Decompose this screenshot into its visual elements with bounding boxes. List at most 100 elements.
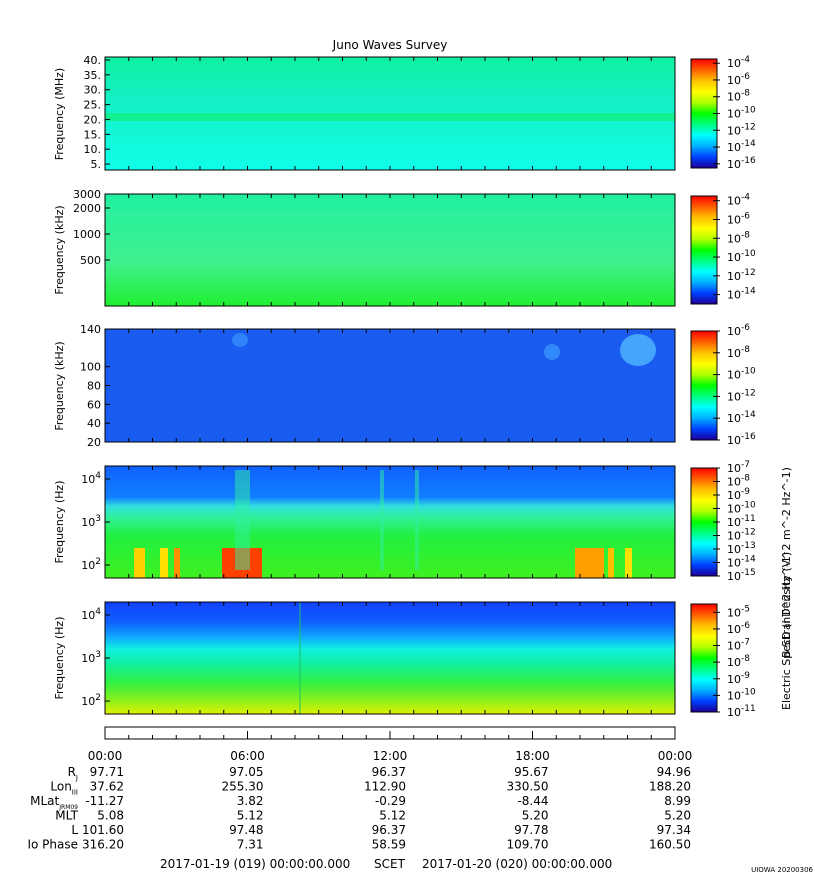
colorbar xyxy=(690,58,718,169)
ephemeris-value: 5.20 xyxy=(664,809,691,823)
ephemeris-value: -0.29 xyxy=(375,794,406,808)
colorbar-tick-label: 10-15 xyxy=(727,568,756,583)
footer-stamp: UIOWA 20200306 xyxy=(751,866,813,874)
ephemeris-value: 5.08 xyxy=(97,809,124,823)
time-tick-label: 06:00 xyxy=(230,749,265,763)
y-axis-label: Frequency (kHz) xyxy=(53,341,66,430)
y-tick-label: 100 xyxy=(80,361,101,374)
time-tick-label: 12:00 xyxy=(373,749,408,763)
label-mlat: MLatJRM09 xyxy=(30,794,78,811)
spectrogram-panel-5: 102 103 104 Frequency (Hz) 10-5 10-6 10-710-8 1… xyxy=(53,552,793,719)
colorbar-tick-label: 10-12 xyxy=(727,388,756,403)
spectrogram-image xyxy=(105,329,675,442)
y-tick-label: 103 xyxy=(81,650,101,665)
ephemeris-value: 8.99 xyxy=(664,794,691,808)
y-tick-label: 40 xyxy=(87,417,101,430)
ephemeris-value: 5.12 xyxy=(237,809,264,823)
emission-patch xyxy=(232,333,248,347)
ephemeris-value: 330.50 xyxy=(507,780,549,794)
burst-6 xyxy=(608,548,614,578)
colorbar-tick-label: 10-10 xyxy=(727,249,756,264)
emission-patch xyxy=(544,344,560,360)
y-tick-label: 102 xyxy=(81,693,101,708)
colorbar-tick-label: 10-4 xyxy=(727,55,750,70)
y-tick-label: 3000 xyxy=(73,188,101,201)
time-tick-label: 18:00 xyxy=(515,749,550,763)
ephemeris-value: 97.48 xyxy=(229,823,263,837)
colorbar-tick-label: 10-6 xyxy=(727,72,750,87)
time-tick-label: 00:00 xyxy=(88,749,123,763)
colorbar-tick-label: 10-10 xyxy=(727,367,756,382)
ephemeris-value: 97.34 xyxy=(657,823,691,837)
ephemeris-value: 5.20 xyxy=(522,809,549,823)
ephemeris-value: -11.27 xyxy=(85,794,124,808)
colorbar xyxy=(690,603,718,713)
colorbar xyxy=(690,330,718,441)
y-tick-label: 2000 xyxy=(73,202,101,215)
colorbar-tick-label: 10-14 xyxy=(727,555,756,570)
colorbar xyxy=(690,467,718,577)
ephemeris-value: 188.20 xyxy=(649,780,691,794)
ephemeris-value: 109.70 xyxy=(507,838,549,852)
ephemeris-value: 160.50 xyxy=(649,838,691,852)
colorbar-tick-label: 10-10 xyxy=(727,687,756,702)
ephemeris-value: 96.37 xyxy=(372,765,406,779)
ephemeris-value: 112.90 xyxy=(364,780,406,794)
colorbar-tick-label: 10-6 xyxy=(727,621,750,636)
colorbar-tick-label: 10-14 xyxy=(727,410,756,425)
footer-scet: SCET xyxy=(374,857,406,871)
colorbar-tick-label: 10-6 xyxy=(727,211,750,226)
label-lon: LonIII xyxy=(50,780,78,797)
band-21mhz xyxy=(105,113,675,121)
colorbar xyxy=(690,195,718,305)
colorbar-label-bsd: B SD (nT^2 Hz^-1) xyxy=(780,552,793,658)
ephemeris-value: 95.67 xyxy=(514,765,548,779)
colorbar-tick-label: 10-8 xyxy=(727,345,750,360)
figure-title: Juno Waves Survey xyxy=(332,38,448,52)
label-rj: RJ xyxy=(68,765,78,782)
colorbar-tick-label: 10-6 xyxy=(727,323,750,338)
y-tick-label: 20. xyxy=(84,113,102,126)
spectrogram-panel-4: 102 103 104 Frequency (Hz) 10-710-810-910-10… xyxy=(53,460,756,583)
label-l: L xyxy=(71,823,78,837)
y-tick-label: 40. xyxy=(84,54,102,67)
burst-5 xyxy=(575,548,604,578)
time-tick-label: 00:00 xyxy=(658,749,693,763)
footer-end: 2017-01-20 (020) 00:00:00.000 xyxy=(422,857,612,871)
spectrogram-image xyxy=(105,602,675,714)
colorbar-tick-label: 10-7 xyxy=(727,460,750,475)
colorbar-tick-label: 10-12 xyxy=(727,122,756,137)
colorbar-tick-label: 10-11 xyxy=(727,704,756,719)
spectrogram-panel-1: 5. 10. 15. 20.25. 30. 35. 40. Frequency (MHz) 10… xyxy=(53,54,756,171)
spike-3 xyxy=(415,470,419,570)
y-tick-label: 140 xyxy=(80,323,101,336)
colorbar-tick-label: 10-14 xyxy=(727,287,756,302)
colorbar-tick-label: 10-9 xyxy=(727,487,750,502)
colorbar-tick-label: 10-16 xyxy=(727,432,756,447)
colorbar-tick-label: 10-10 xyxy=(727,501,756,516)
ephemeris-value: 7.31 xyxy=(237,838,264,852)
colorbar-tick-label: 10-12 xyxy=(727,528,756,543)
y-tick-label: 102 xyxy=(81,557,101,572)
label-mlt: MLT xyxy=(55,809,78,823)
ephemeris-value: 97.05 xyxy=(229,765,263,779)
ephemeris-value: 101.60 xyxy=(82,823,124,837)
colorbar-tick-label: 10-5 xyxy=(727,604,750,619)
spike-1 xyxy=(235,470,250,570)
ephemeris-value: 316.20 xyxy=(82,838,124,852)
spectrogram-panel-3: 20 40 60 80 100 140 Frequency (kHz) 10-6 10-8 10-… xyxy=(53,323,756,449)
ephemeris-value: 3.82 xyxy=(237,794,264,808)
burst-3 xyxy=(160,548,168,578)
colorbar-tick-label: 10-8 xyxy=(727,230,750,245)
y-tick-label: 15. xyxy=(84,128,102,141)
burst-4 xyxy=(174,548,180,578)
colorbar-tick-label: 10-10 xyxy=(727,106,756,121)
colorbar-tick-label: 10-13 xyxy=(727,541,756,556)
y-tick-label: 35. xyxy=(84,69,102,82)
y-tick-label: 500 xyxy=(80,254,101,267)
colorbar-tick-label: 10-12 xyxy=(727,268,756,283)
colorbar-tick-label: 10-8 xyxy=(727,654,750,669)
band-1800khz xyxy=(105,212,675,217)
